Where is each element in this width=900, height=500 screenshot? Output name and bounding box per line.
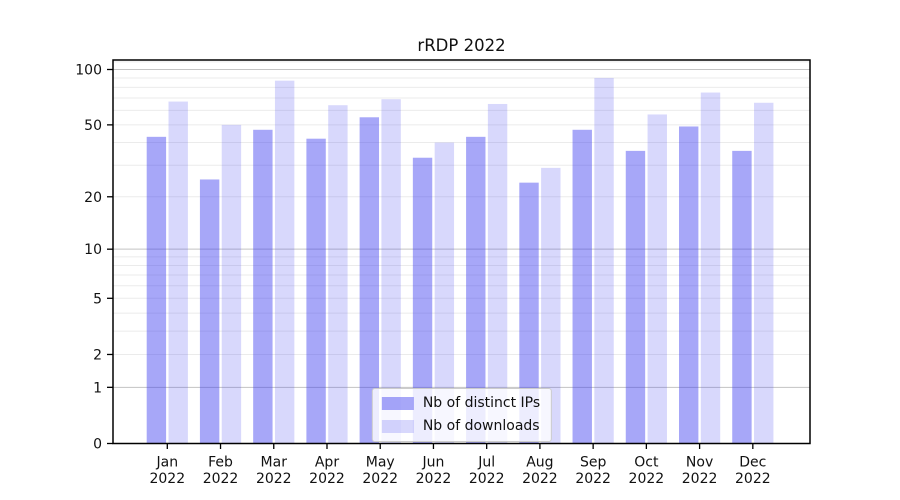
bar-nb-of-downloads-may-2022 [381, 99, 401, 444]
x-tick-label-year: 2022 [256, 471, 292, 487]
legend-swatch-distinct-ips [381, 397, 414, 410]
legend: Nb of distinct IPs Nb of downloads [371, 388, 553, 442]
x-tick-label-month: Dec [739, 455, 766, 471]
y-tick-label: 5 [93, 291, 102, 307]
bar-nb-of-downloads-sep-2022 [594, 77, 614, 444]
bar-nb-of-distinct-ips-apr-2022 [306, 138, 326, 444]
legend-item-distinct-ips: Nb of distinct IPs [381, 395, 541, 412]
plot-border [112, 59, 811, 445]
x-tick-label-year: 2022 [522, 471, 558, 487]
x-tick-label-month: Feb [208, 455, 233, 471]
y-tick-label: 20 [84, 190, 102, 206]
bar-nb-of-distinct-ips-jul-2022 [466, 136, 486, 444]
bar-nb-of-distinct-ips-dec-2022 [732, 150, 752, 444]
x-tick-label-month: Jan [156, 455, 179, 471]
legend-label-downloads: Nb of downloads [422, 418, 540, 434]
bar-nb-of-downloads-jan-2022 [168, 101, 188, 444]
bar-nb-of-downloads-jun-2022 [434, 142, 455, 444]
bar-nb-of-distinct-ips-nov-2022 [679, 126, 699, 444]
x-tick-label-month: Sep [580, 455, 607, 471]
x-tick-label-month: Jun [422, 455, 445, 471]
bar-nb-of-distinct-ips-feb-2022 [199, 179, 220, 444]
x-tick-label-month: Aug [526, 455, 553, 471]
legend-item-downloads: Nb of downloads [381, 418, 540, 435]
bar-nb-of-downloads-oct-2022 [647, 114, 667, 444]
y-tick-label: 10 [84, 242, 102, 258]
x-tick-label-month: Mar [261, 455, 288, 471]
bar-nb-of-distinct-ips-may-2022 [359, 117, 380, 444]
x-tick-label-year: 2022 [203, 471, 239, 487]
bar-nb-of-downloads-apr-2022 [328, 105, 348, 444]
x-tick-label-year: 2022 [469, 471, 505, 487]
x-tick-label-year: 2022 [682, 471, 718, 487]
bar-nb-of-distinct-ips-jun-2022 [412, 157, 433, 444]
x-tick-label-year: 2022 [629, 471, 665, 487]
chart-title: rRDP 2022 [417, 36, 506, 55]
y-tick-label: 1 [93, 380, 102, 396]
x-tick-label-year: 2022 [309, 471, 345, 487]
y-tick-label: 100 [75, 63, 102, 79]
x-tick-label-year: 2022 [362, 471, 398, 487]
x-tick-label-month: May [366, 455, 395, 471]
bar-nb-of-distinct-ips-sep-2022 [572, 129, 592, 444]
x-tick-label-year: 2022 [735, 471, 771, 487]
x-tick-label-year: 2022 [575, 471, 611, 487]
x-tick-label-year: 2022 [149, 471, 185, 487]
bar-nb-of-downloads-mar-2022 [274, 80, 295, 444]
y-tick-label: 0 [93, 437, 102, 453]
legend-label-distinct-ips: Nb of distinct IPs [422, 395, 541, 411]
y-tick-label: 2 [93, 347, 102, 363]
y-tick-label: 50 [84, 118, 102, 134]
x-tick-label-month: Apr [315, 455, 339, 471]
bar-nb-of-downloads-feb-2022 [221, 124, 242, 444]
bar-nb-of-downloads-aug-2022 [541, 167, 561, 444]
bar-nb-of-distinct-ips-aug-2022 [519, 182, 539, 444]
bar-nb-of-distinct-ips-oct-2022 [625, 150, 646, 444]
x-tick-label-month: Oct [634, 455, 659, 471]
bar-nb-of-distinct-ips-jan-2022 [146, 136, 167, 444]
bar-nb-of-distinct-ips-mar-2022 [253, 129, 273, 444]
bar-nb-of-downloads-nov-2022 [700, 92, 721, 444]
bar-nb-of-downloads-jul-2022 [487, 103, 508, 444]
x-tick-label-year: 2022 [416, 471, 452, 487]
x-tick-label-month: Jul [477, 455, 495, 471]
x-tick-label-month: Nov [686, 455, 713, 471]
legend-swatch-downloads [381, 420, 414, 433]
bar-nb-of-downloads-dec-2022 [754, 102, 774, 444]
